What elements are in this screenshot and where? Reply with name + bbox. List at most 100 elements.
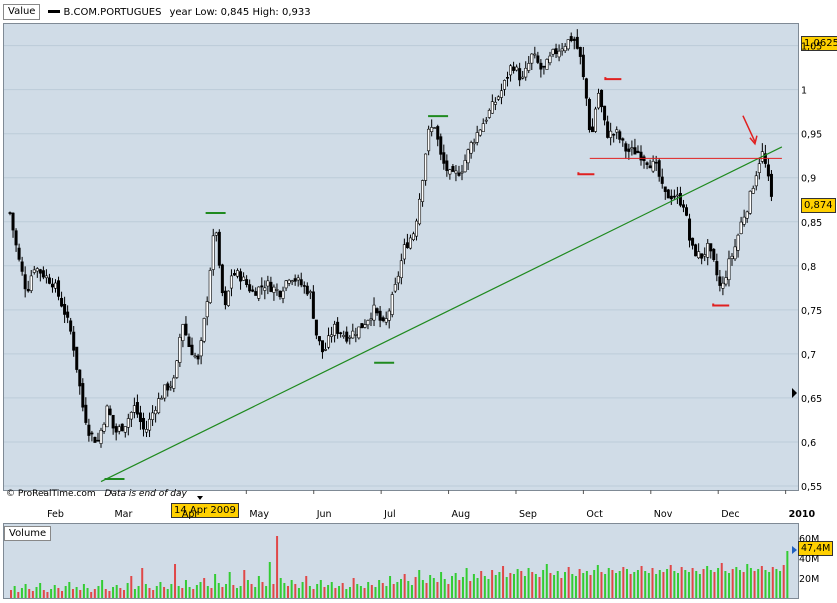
volume-bar (593, 570, 596, 598)
volume-bar (600, 572, 603, 598)
x-tick-label: Apr (182, 509, 199, 520)
candle-body (14, 230, 18, 246)
volume-bar (695, 571, 698, 598)
volume-bar (720, 563, 723, 598)
volume-bar (228, 572, 231, 598)
candle-body (506, 77, 510, 79)
volume-bar (538, 577, 541, 598)
volume-bar (290, 580, 293, 598)
candle-body (275, 289, 279, 291)
candle-body (402, 244, 406, 260)
candle-body (232, 273, 236, 276)
candle-body (384, 318, 388, 323)
candle-body (193, 355, 197, 358)
volume-bar (283, 583, 286, 598)
candle-body (29, 275, 33, 291)
candle-body (766, 164, 770, 177)
candle-body (557, 50, 561, 58)
candle-body (69, 320, 73, 332)
candle-body (157, 398, 161, 414)
candle-body (333, 323, 337, 336)
volume-bar (658, 570, 661, 598)
volume-bar (122, 590, 125, 598)
volume-bar (184, 580, 187, 598)
candle-body (424, 153, 428, 181)
candle-body (129, 412, 133, 420)
volume-bar (330, 582, 333, 598)
value-label: Value (3, 4, 41, 20)
y-tick-label: 0,55 (801, 482, 822, 493)
x-tick-label: Jul (383, 509, 395, 520)
candle-body (236, 270, 240, 277)
volume-bar (385, 586, 388, 598)
volume-bar (75, 587, 78, 598)
candle-body (202, 318, 206, 342)
volume-bar (629, 574, 632, 598)
volume-bar (545, 564, 548, 598)
candle-body (293, 278, 297, 282)
candle-body (700, 253, 704, 259)
x-tick-label: Sep (519, 509, 537, 520)
candle-body (17, 247, 21, 260)
candle-body (323, 349, 327, 351)
volume-bar (746, 564, 749, 598)
volume-bar (170, 584, 173, 598)
volume-bar (571, 574, 574, 598)
candle-body (393, 284, 397, 292)
volume-bar (254, 587, 257, 598)
candle-body (327, 335, 331, 348)
volume-bar (345, 589, 348, 598)
candle-body (597, 92, 601, 109)
candle-body (681, 204, 685, 208)
candle-body (251, 289, 255, 292)
candle-body (433, 127, 437, 129)
candle-body (593, 108, 597, 132)
candle-body (706, 243, 710, 258)
candle-body (339, 332, 343, 335)
candle-body (421, 180, 425, 202)
volume-bar (46, 592, 49, 598)
volume-bar (214, 574, 217, 598)
volume-bar (155, 586, 158, 598)
candle-body (666, 189, 670, 199)
candle-body (105, 405, 109, 428)
candle-body (257, 286, 261, 299)
volume-bar (301, 582, 304, 598)
candle-body (405, 242, 409, 249)
candle-body (38, 269, 42, 274)
cursor-date-tag: 14 Apr 2009 (171, 503, 239, 518)
volume-bar (669, 565, 672, 598)
volume-bar (305, 576, 308, 598)
candle-body (266, 280, 270, 287)
candle-body (166, 383, 170, 391)
volume-bar (400, 579, 402, 598)
candle-body (484, 119, 488, 122)
candle-body (35, 268, 39, 272)
candle-body (657, 160, 661, 177)
volume-tick-label: 60M (799, 534, 819, 545)
candle-body (348, 336, 352, 339)
candle-body (697, 251, 701, 259)
volume-bar (738, 570, 741, 598)
volume-bar (126, 583, 129, 598)
x-tick-label: Dec (721, 509, 739, 520)
candle-body (378, 310, 382, 321)
candle-body (757, 163, 761, 173)
candle-body (481, 123, 485, 132)
candle-body (269, 281, 273, 292)
volume-bar (367, 582, 370, 598)
volume-bar (276, 536, 279, 598)
volume-bar (414, 577, 417, 598)
series-swatch (48, 10, 61, 13)
x-tick-label: Nov (654, 509, 673, 520)
candle-body (709, 243, 713, 252)
candle-body (472, 142, 476, 145)
candle-body (84, 404, 88, 423)
volume-bar (265, 586, 268, 598)
candle-body (254, 291, 258, 296)
volume-tick-label: 40M (799, 554, 819, 565)
volume-bar (159, 582, 162, 598)
y-tick-label: 0,85 (801, 218, 822, 229)
volume-bar (378, 580, 381, 598)
candle-body (320, 340, 324, 353)
